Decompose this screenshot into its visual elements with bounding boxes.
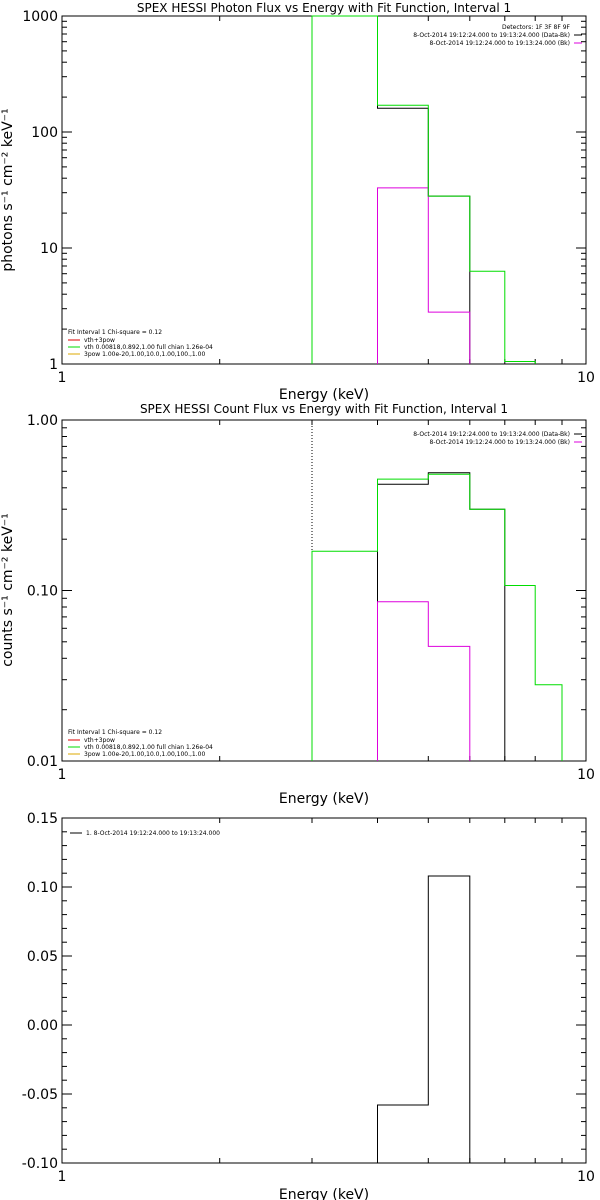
y-tick-label: 0.01	[27, 754, 58, 770]
panel-1-legend-vth: vth 0.00818,0.892,1.00 full chian 1.26e-…	[84, 344, 213, 351]
x-tick-label: 1	[58, 370, 67, 386]
panel-2-title: SPEX HESSI Count Flux vs Energy with Fit…	[140, 402, 508, 416]
y-tick-label: 10	[40, 241, 58, 257]
panel-1-legend-3pow: 3pow 1.00e-20,1.00,10.0,1.00,100.,1.00	[84, 351, 205, 358]
panel-3-ticks: 1 10 -0.10 -0.05 0.00 0.05 0.10 0.15	[22, 811, 595, 1185]
panel-3-series	[377, 875, 471, 1163]
panel-2-legend-right: 8-Oct-2014 19:12:24.000 to 19:13:24.000 …	[413, 431, 582, 446]
panel-2-legend-entry-data-bk: 8-Oct-2014 19:12:24.000 to 19:13:24.000 …	[413, 431, 570, 438]
panel-2-legend-vth: vth 0.00818,0.892,1.00 full chian 1.26e-…	[84, 744, 213, 751]
panel-1-xlabel: Energy (keV)	[279, 387, 369, 403]
y-tick-label: 0.10	[27, 880, 58, 896]
y-tick-label: 0.00	[27, 1018, 58, 1034]
x-tick-label: 1	[58, 767, 67, 783]
panel-3-xlabel: Energy (keV)	[279, 1187, 369, 1200]
panel-1-legend-left: Fit Interval 1 Chi-square = 0.12 vth+3po…	[68, 329, 213, 358]
photon-flux-panel: SPEX HESSI Photon Flux vs Energy with Fi…	[0, 1, 595, 403]
y-tick-label: 1000	[22, 9, 58, 25]
step-series-black	[377, 875, 471, 1163]
panel-1-ylabel: photons s⁻¹ cm⁻² keV⁻¹	[0, 108, 16, 271]
step-series-black	[377, 472, 506, 761]
step-series-green	[311, 15, 536, 364]
panel-2-ticks: 1 10 0.01 0.10 1.00	[27, 413, 595, 783]
panel-2-series	[311, 420, 563, 761]
panel-2-legend-3pow: 3pow 1.00e-20,1.00,10.0,1.00,100.,1.00	[84, 751, 205, 758]
y-tick-label: 0.15	[27, 811, 58, 827]
panel-1-legend-entry-bk: 8-Oct-2014 19:12:24.000 to 19:13:24.000 …	[430, 40, 571, 47]
panel-1-detectors-label: Detectors: 1F 3F 8F 9F	[502, 24, 571, 31]
panel-1-legend-entry-data-bk: 8-Oct-2014 19:12:24.000 to 19:13:24.000 …	[413, 32, 570, 39]
panel-1-title: SPEX HESSI Photon Flux vs Energy with Fi…	[137, 1, 511, 15]
panel-2-xlabel: Energy (keV)	[279, 791, 369, 807]
panel-3-legend: 1. 8-Oct-2014 19:12:24.000 to 19:13:24.0…	[70, 830, 220, 837]
y-tick-label: -0.05	[22, 1087, 58, 1103]
panel-3-legend-entry: 1. 8-Oct-2014 19:12:24.000 to 19:13:24.0…	[86, 830, 220, 837]
y-tick-label: 100	[31, 125, 58, 141]
panel-2-frame	[61, 419, 587, 762]
panel-1-fit-header: Fit Interval 1 Chi-square = 0.12	[68, 329, 162, 336]
x-tick-label: 10	[577, 1169, 595, 1185]
count-flux-panel: SPEX HESSI Count Flux vs Energy with Fit…	[0, 402, 595, 807]
panel-1-series	[311, 15, 536, 364]
panel-2-legend-left: Fit Interval 1 Chi-square = 0.12 vth+3po…	[68, 729, 213, 758]
y-tick-label: 1	[49, 357, 58, 373]
panel-1-legend-right: Detectors: 1F 3F 8F 9F 8-Oct-2014 19:12:…	[413, 24, 582, 47]
step-series-magenta	[377, 187, 471, 364]
y-tick-label: 1.00	[27, 413, 58, 429]
panel-2-legend-fit: vth+3pow	[84, 737, 115, 744]
y-tick-label: 0.05	[27, 949, 58, 965]
y-tick-label: 0.10	[27, 584, 58, 600]
panel-1-legend-fit: vth+3pow	[84, 337, 115, 344]
panel-1-frame	[61, 15, 587, 365]
step-series-magenta	[377, 601, 471, 761]
panel-3-frame	[61, 817, 587, 1164]
x-tick-label: 1	[58, 1169, 67, 1185]
panel-2-fit-header: Fit Interval 1 Chi-square = 0.12	[68, 729, 162, 736]
residuals-panel: 1 10 -0.10 -0.05 0.00 0.05 0.10 0.15 Energy (ke…	[22, 811, 595, 1200]
step-series-green	[311, 473, 563, 761]
panel-2-ylabel: counts s⁻¹ cm⁻² keV⁻¹	[0, 513, 16, 667]
panel-2-legend-entry-bk: 8-Oct-2014 19:12:24.000 to 19:13:24.000 …	[430, 439, 571, 446]
y-tick-label: -0.10	[22, 1156, 58, 1172]
x-tick-label: 10	[577, 767, 595, 783]
x-tick-label: 10	[577, 370, 595, 386]
